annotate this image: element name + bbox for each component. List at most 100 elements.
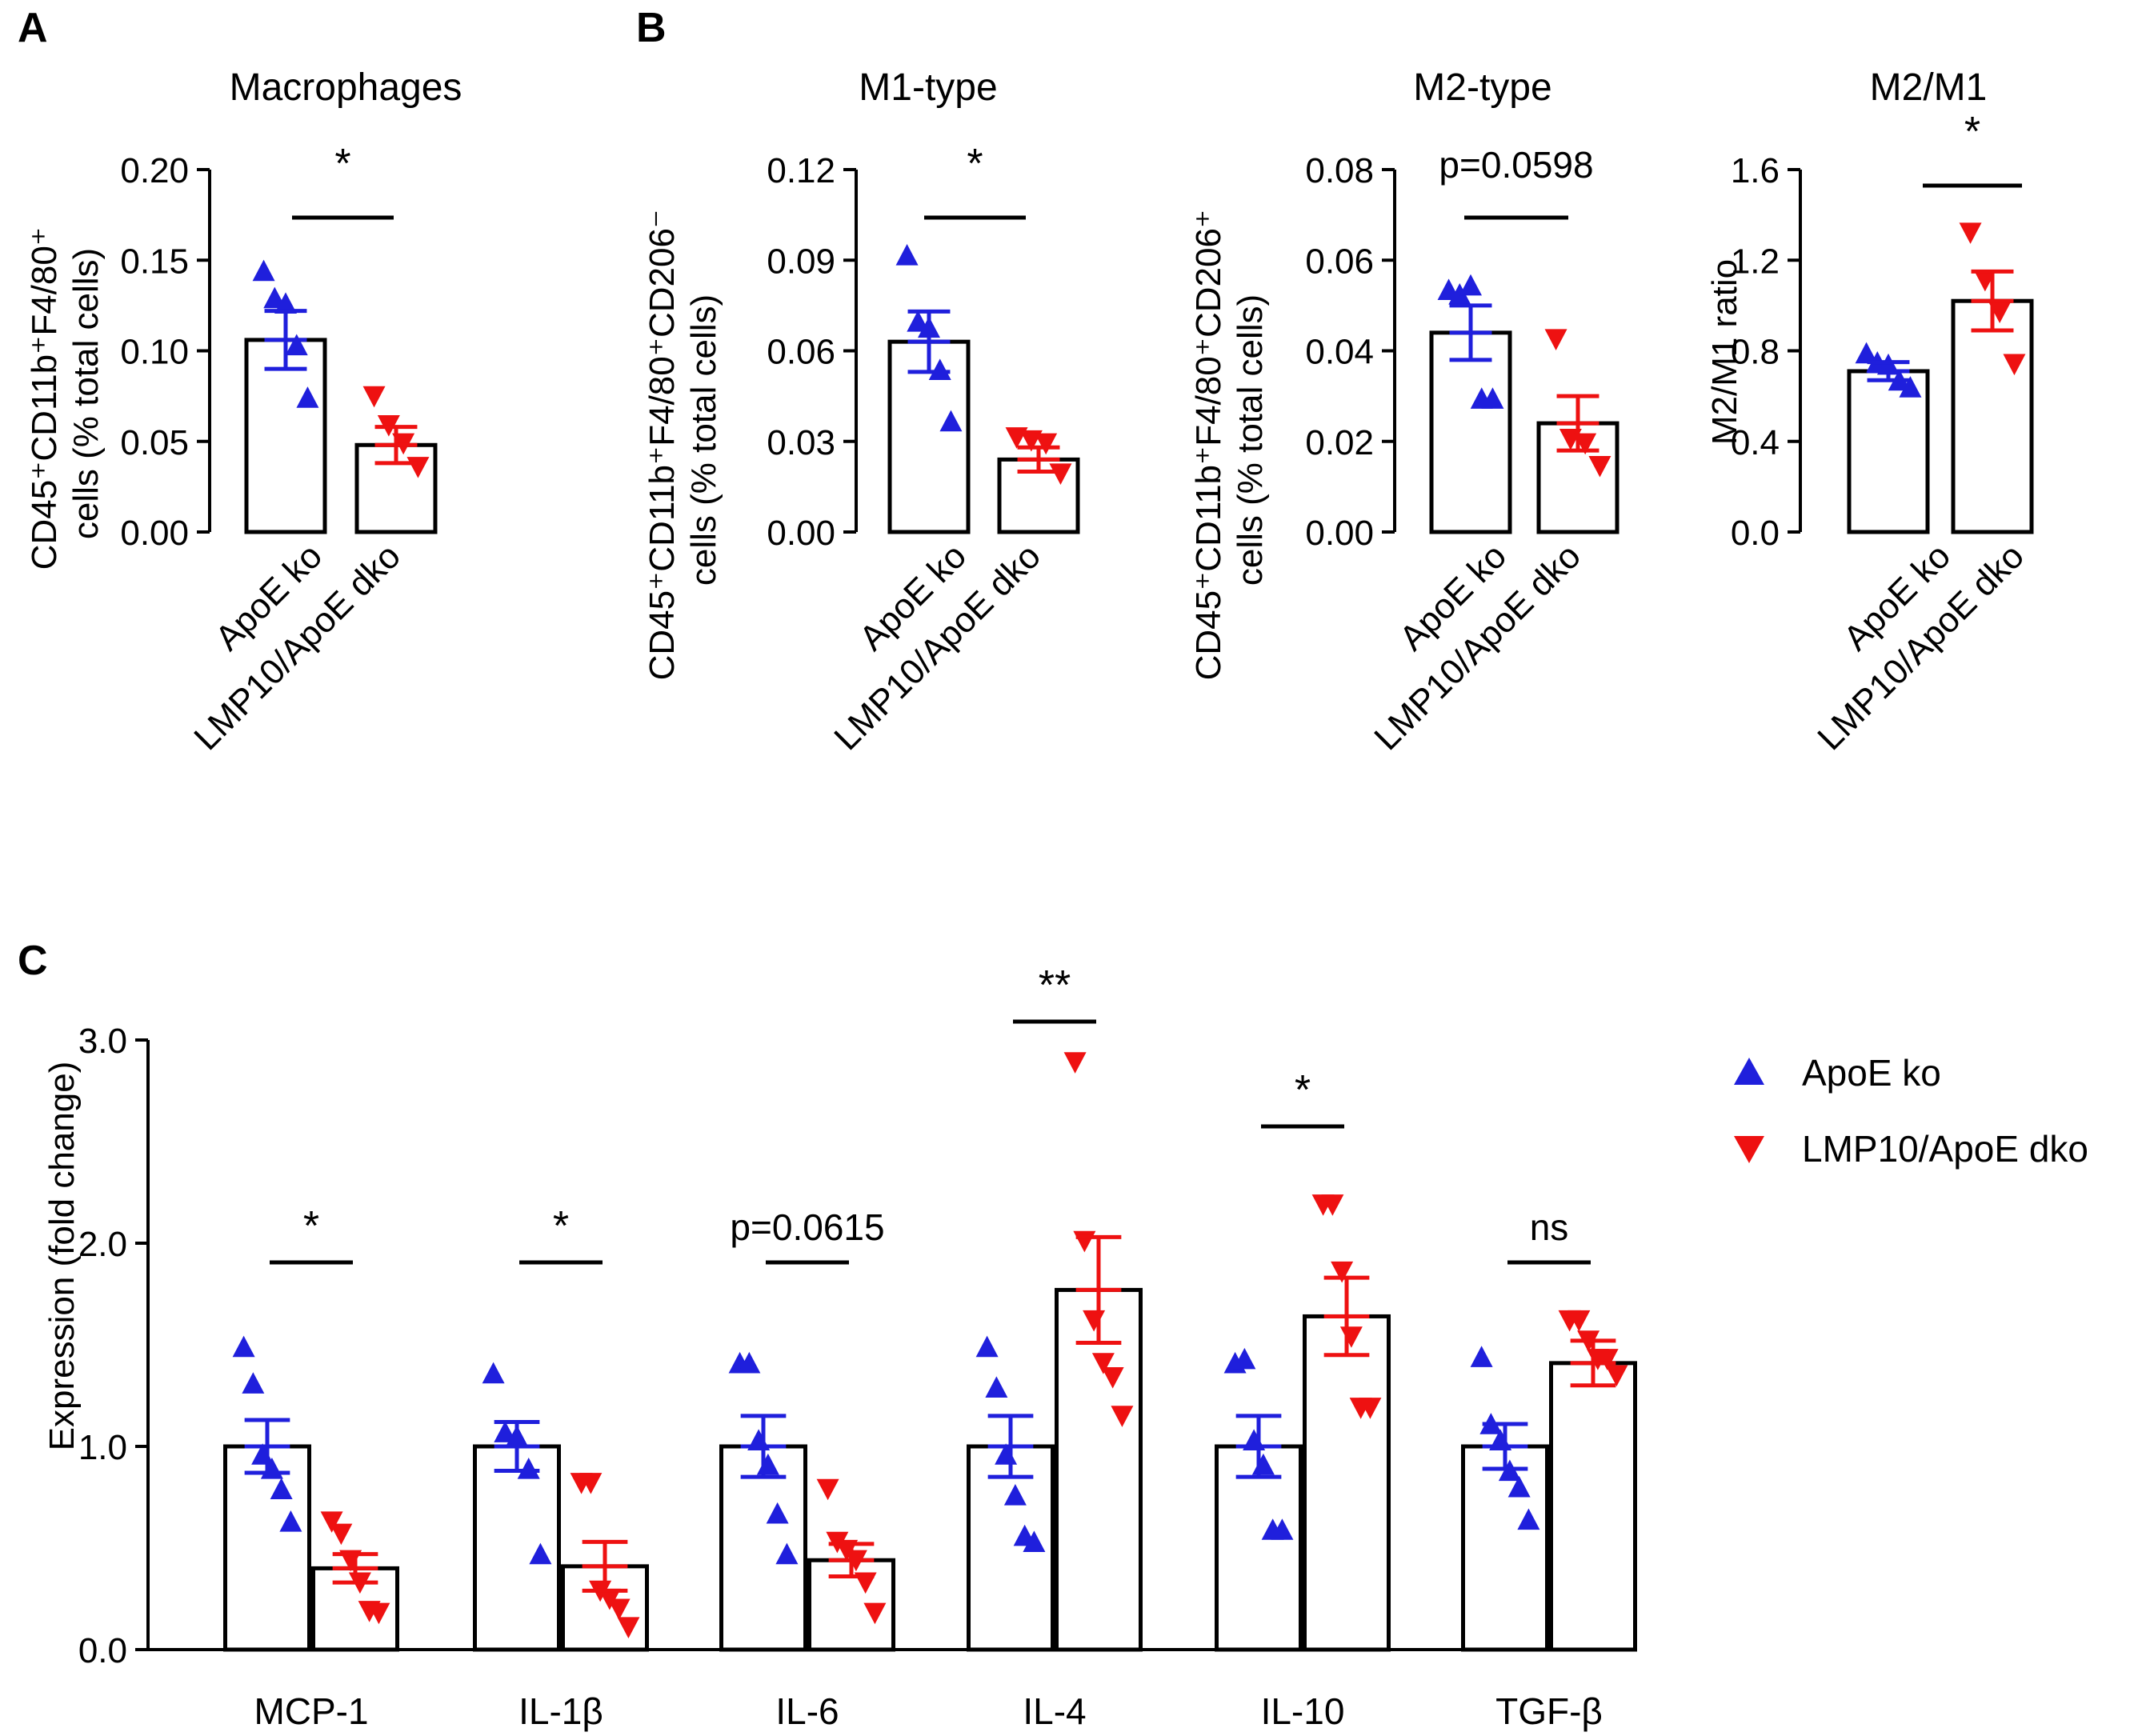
y-axis-label-line-1: CD45⁺CD11b⁺F4/80⁺CD206⁺ xyxy=(1189,210,1228,681)
data-point xyxy=(1481,387,1504,409)
data-point xyxy=(895,243,919,266)
y-tick-label: 1.2 xyxy=(1731,242,1780,281)
data-point xyxy=(320,1511,343,1533)
data-point xyxy=(1855,342,1878,364)
panel-label-a: A xyxy=(18,5,48,51)
data-point xyxy=(1233,1347,1256,1370)
data-point xyxy=(285,334,308,356)
panel-label-c: C xyxy=(18,938,48,984)
chart-title: M1-type xyxy=(859,66,997,109)
data-point xyxy=(1470,1346,1493,1367)
x-tick-label: MCP-1 xyxy=(254,1690,368,1732)
significance-label: * xyxy=(334,141,350,187)
y-axis-label: Expression (fold change) xyxy=(42,1062,82,1451)
data-point xyxy=(274,292,297,314)
bar-apoe-ko xyxy=(719,1444,807,1652)
y-axis-label-line-1: CD45⁺CD11b⁺F4/80⁺ xyxy=(25,227,64,570)
chart-title: M2-type xyxy=(1413,66,1551,109)
data-point xyxy=(1321,1194,1344,1216)
panel-m2-m1-ratio: M2/M1 M2/M1 ratio 0.00.40.81.21.6* ApoE … xyxy=(1705,66,2034,758)
data-point xyxy=(1023,1530,1046,1553)
data-point xyxy=(766,1502,789,1524)
significance-label: * xyxy=(553,1203,569,1250)
legend-label: ApoE ko xyxy=(1802,1052,1941,1094)
data-point xyxy=(1959,222,1982,244)
data-point xyxy=(1595,1349,1619,1370)
data-point xyxy=(232,1335,255,1358)
x-tick-label: IL-10 xyxy=(1261,1690,1345,1732)
data-point xyxy=(1507,1475,1531,1498)
data-point xyxy=(1605,1365,1628,1387)
significance-label: p=0.0615 xyxy=(730,1206,884,1248)
data-point xyxy=(1111,1406,1134,1427)
data-point xyxy=(738,1351,761,1374)
data-point xyxy=(1517,1508,1540,1530)
data-point xyxy=(939,410,963,432)
x-tick-label: IL-6 xyxy=(775,1690,839,1732)
bar-lmp10-apoe-dko xyxy=(1303,1314,1391,1652)
chart-title: M2/M1 xyxy=(1870,66,1988,109)
y-axis-label-line-1: Expression (fold change) xyxy=(42,1062,82,1451)
y-tick-label: 0.8 xyxy=(1731,333,1780,372)
chart-title: Macrophages xyxy=(230,66,462,109)
data-point xyxy=(1359,1398,1382,1419)
y-tick-label: 0.04 xyxy=(1305,333,1374,372)
y-tick-label: 0.15 xyxy=(120,242,189,281)
legend-marker-lmp10-apoe-dko xyxy=(1734,1136,1764,1163)
data-point xyxy=(270,1478,293,1499)
data-point xyxy=(1003,1484,1027,1506)
data-point xyxy=(617,1617,640,1639)
data-point xyxy=(1567,1310,1591,1332)
bar-apoe-ko xyxy=(223,1444,311,1652)
y-axis-label: M2/M1 ratio xyxy=(1705,259,1744,445)
bar-apoe-ko xyxy=(473,1444,561,1652)
bar-apoe-ko xyxy=(1215,1444,1303,1652)
significance-label: ** xyxy=(1039,962,1071,1009)
data-point xyxy=(579,1473,603,1494)
legend: ApoE ko LMP10/ApoE dko xyxy=(1734,1052,2088,1170)
data-point xyxy=(1073,1230,1096,1253)
bar-lmp10-apoe-dko xyxy=(1055,1287,1143,1652)
data-point xyxy=(529,1542,552,1565)
significance-label: p=0.0598 xyxy=(1439,144,1593,186)
data-point xyxy=(1063,1052,1087,1074)
y-tick-label: 0.03 xyxy=(767,423,835,462)
y-tick-label: 0.06 xyxy=(1305,242,1374,281)
y-tick-label: 0.10 xyxy=(120,333,189,372)
y-axis-label: CD45⁺CD11b⁺F4/80⁺CD206⁻ cells (% total c… xyxy=(643,200,723,681)
panel-macrophages: A Macrophages CD45⁺CD11b⁺F4/80⁺ cells (%… xyxy=(18,5,462,758)
data-point xyxy=(975,1335,999,1358)
y-tick-label: 0.09 xyxy=(767,242,835,281)
data-point xyxy=(1101,1366,1124,1389)
y-axis-label: CD45⁺CD11b⁺F4/80⁺CD206⁺ cells (% total c… xyxy=(1189,200,1270,681)
y-axis-label-line-1: M2/M1 ratio xyxy=(1705,259,1744,445)
data-point xyxy=(330,1523,353,1546)
bar-lmp10-apoe-dko xyxy=(1951,298,2034,534)
y-tick-label: 0.06 xyxy=(767,333,835,372)
significance-label: * xyxy=(1964,109,1980,155)
y-tick-label: 1.0 xyxy=(78,1428,127,1467)
data-point xyxy=(863,1602,887,1625)
x-tick-label: TGF-β xyxy=(1495,1690,1603,1732)
data-point xyxy=(1588,455,1612,478)
data-point xyxy=(296,386,319,408)
data-point xyxy=(367,1602,390,1625)
significance-label: * xyxy=(1295,1067,1311,1114)
data-point xyxy=(1091,1353,1115,1374)
data-point xyxy=(1448,283,1471,305)
significance-label: ns xyxy=(1530,1206,1569,1248)
data-point xyxy=(362,386,386,408)
bar-apoe-ko xyxy=(1429,330,1512,534)
data-point xyxy=(1035,433,1058,455)
data-point xyxy=(1049,463,1072,485)
data-point xyxy=(907,310,930,332)
data-point xyxy=(2003,354,2026,376)
data-point xyxy=(1899,376,1922,398)
panel-m1-type: B M1-type CD45⁺CD11b⁺F4/80⁺CD206⁻ cells … xyxy=(636,5,1080,758)
data-point xyxy=(242,1372,265,1394)
y-tick-label: 0.00 xyxy=(767,514,835,553)
data-point xyxy=(1271,1518,1294,1540)
significance-label: * xyxy=(303,1203,319,1250)
y-axis-label-line-1: CD45⁺CD11b⁺F4/80⁺CD206⁻ xyxy=(643,210,682,681)
panel-m2-type: M2-type CD45⁺CD11b⁺F4/80⁺CD206⁺ cells (%… xyxy=(1189,66,1620,758)
